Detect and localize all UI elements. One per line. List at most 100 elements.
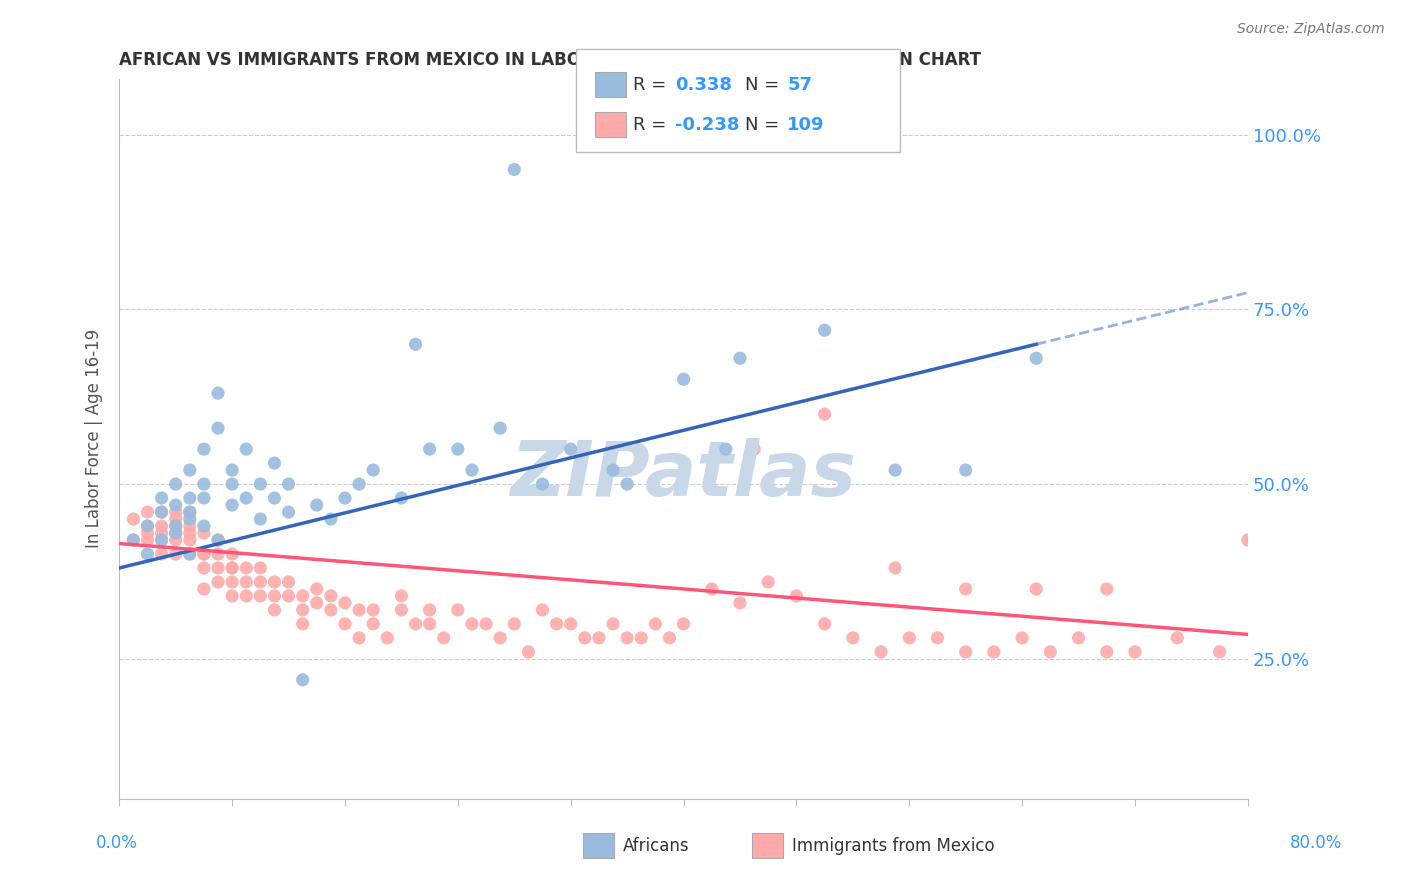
Point [207, 421, 229, 435]
Point [602, 616, 624, 631]
Point [531, 477, 554, 491]
Point [672, 372, 695, 386]
Point [136, 526, 159, 541]
Point [419, 442, 441, 456]
Text: N =: N = [745, 116, 785, 134]
Point [235, 442, 257, 456]
Point [263, 603, 285, 617]
Point [347, 603, 370, 617]
Point [221, 547, 243, 561]
Point [165, 519, 187, 533]
Point [785, 589, 807, 603]
Point [672, 616, 695, 631]
Point [291, 603, 314, 617]
Point [305, 582, 328, 596]
Point [277, 589, 299, 603]
Point [221, 498, 243, 512]
Point [165, 533, 187, 547]
Point [814, 616, 837, 631]
Text: 109: 109 [787, 116, 825, 134]
Point [884, 561, 907, 575]
Point [277, 505, 299, 519]
Point [361, 463, 384, 477]
Point [249, 561, 271, 575]
Point [461, 463, 484, 477]
Point [150, 547, 173, 561]
Point [361, 616, 384, 631]
Point [447, 603, 470, 617]
Point [503, 616, 526, 631]
Point [319, 589, 342, 603]
Point [391, 491, 413, 505]
Point [531, 603, 554, 617]
Point [179, 547, 201, 561]
Text: N =: N = [745, 76, 785, 94]
Point [150, 533, 173, 547]
Point [221, 561, 243, 575]
Point [870, 645, 893, 659]
Point [1095, 582, 1118, 596]
Point [165, 512, 187, 526]
Point [165, 526, 187, 541]
Text: 57: 57 [787, 76, 813, 94]
Point [1011, 631, 1033, 645]
Point [546, 616, 568, 631]
Point [136, 547, 159, 561]
Point [842, 631, 865, 645]
Point [305, 596, 328, 610]
Point [658, 631, 681, 645]
Point [898, 631, 921, 645]
Text: R =: R = [633, 116, 672, 134]
Point [179, 491, 201, 505]
Point [207, 533, 229, 547]
Text: AFRICAN VS IMMIGRANTS FROM MEXICO IN LABOR FORCE | AGE 16-19 CORRELATION CHART: AFRICAN VS IMMIGRANTS FROM MEXICO IN LAB… [120, 51, 981, 69]
Point [263, 456, 285, 470]
Point [419, 603, 441, 617]
Point [630, 631, 652, 645]
Point [136, 533, 159, 547]
Point [165, 498, 187, 512]
Point [574, 631, 596, 645]
Point [291, 616, 314, 631]
Point [165, 526, 187, 541]
Point [165, 505, 187, 519]
Point [333, 616, 356, 631]
Point [1208, 645, 1230, 659]
Point [235, 561, 257, 575]
Point [700, 582, 723, 596]
Text: ZIPatlas: ZIPatlas [510, 438, 856, 512]
Point [150, 526, 173, 541]
Text: Source: ZipAtlas.com: Source: ZipAtlas.com [1237, 22, 1385, 37]
Text: 0.338: 0.338 [675, 76, 733, 94]
Point [291, 673, 314, 687]
Point [277, 574, 299, 589]
Text: Africans: Africans [623, 837, 689, 855]
Point [1166, 631, 1188, 645]
Point [249, 589, 271, 603]
Point [319, 603, 342, 617]
Point [136, 505, 159, 519]
Point [1123, 645, 1146, 659]
Point [221, 477, 243, 491]
Point [333, 596, 356, 610]
Point [391, 589, 413, 603]
Point [333, 491, 356, 505]
Point [405, 616, 427, 631]
Point [122, 533, 145, 547]
Point [1095, 645, 1118, 659]
Point [1025, 351, 1047, 366]
Point [179, 505, 201, 519]
Point [179, 547, 201, 561]
Point [489, 631, 512, 645]
Point [179, 463, 201, 477]
Point [347, 477, 370, 491]
Point [560, 442, 582, 456]
Point [884, 463, 907, 477]
Point [319, 512, 342, 526]
Point [136, 519, 159, 533]
Point [955, 645, 977, 659]
Point [756, 574, 779, 589]
Point [955, 463, 977, 477]
Point [983, 645, 1005, 659]
Point [179, 533, 201, 547]
